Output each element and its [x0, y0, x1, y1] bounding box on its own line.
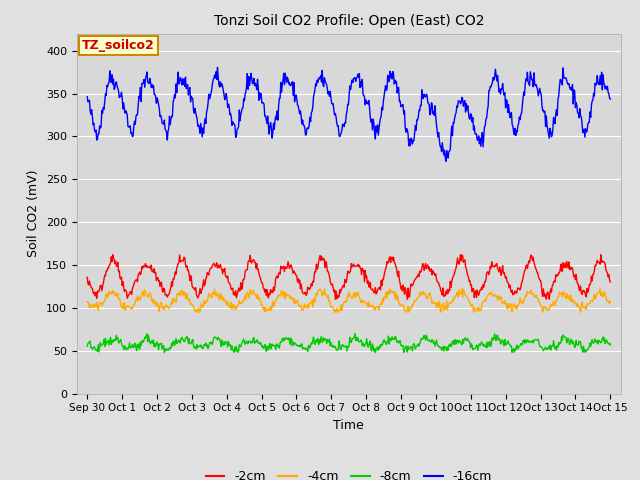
Legend: -2cm, -4cm, -8cm, -16cm: -2cm, -4cm, -8cm, -16cm [200, 465, 497, 480]
Text: TZ_soilco2: TZ_soilco2 [82, 39, 155, 52]
X-axis label: Time: Time [333, 419, 364, 432]
Title: Tonzi Soil CO2 Profile: Open (East) CO2: Tonzi Soil CO2 Profile: Open (East) CO2 [214, 14, 484, 28]
Y-axis label: Soil CO2 (mV): Soil CO2 (mV) [28, 170, 40, 257]
